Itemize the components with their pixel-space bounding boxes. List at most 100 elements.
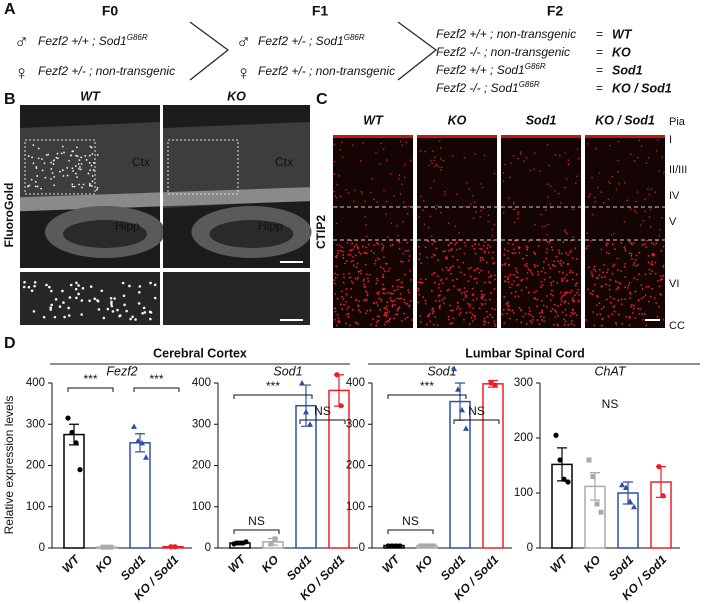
ctip2-cell xyxy=(463,156,466,159)
ctip2-cell xyxy=(382,273,384,276)
ctip2-cell xyxy=(371,177,374,180)
ctip2-cell xyxy=(609,278,612,281)
data-point xyxy=(231,541,237,547)
ctip2-cell xyxy=(341,246,344,249)
ctip2-cell xyxy=(608,288,611,291)
ctip2-cell xyxy=(425,323,428,326)
ctip2-cell xyxy=(600,284,603,287)
ctip2-cell xyxy=(660,278,663,280)
ctip2-cell xyxy=(339,195,342,198)
ctip2-cell xyxy=(334,282,336,285)
ctip2-cell xyxy=(385,213,387,216)
labeled-cell xyxy=(50,289,53,293)
data-point xyxy=(565,479,571,485)
ctip2-cell xyxy=(349,253,352,256)
ctip2-cell xyxy=(493,278,496,281)
ctip2-cell xyxy=(333,318,336,321)
labeled-cell xyxy=(116,308,119,312)
ctip2-cell xyxy=(635,254,638,257)
ctip2-cell xyxy=(533,297,536,300)
ctip2-cell xyxy=(539,315,542,318)
ctip2-cell xyxy=(510,162,512,164)
ctip2-cell xyxy=(634,258,637,261)
ctip2-cell xyxy=(552,280,555,283)
ctip2-cell xyxy=(434,165,436,168)
ctip2-cell xyxy=(585,319,588,321)
ctip2-cell xyxy=(383,323,386,326)
ctip2-cell xyxy=(423,200,425,202)
ctip2-cell xyxy=(563,323,566,326)
ctip2-cell xyxy=(396,288,399,291)
ctip2-cell xyxy=(630,242,633,244)
data-point xyxy=(143,454,149,460)
ctip2-cell xyxy=(480,296,483,299)
ctip2-cell xyxy=(578,293,580,296)
ctip2-cell xyxy=(546,233,548,236)
ctip2-cell xyxy=(357,247,359,250)
ctip2-cell xyxy=(644,210,647,213)
ctip2-cell xyxy=(449,309,452,312)
generation-label: F1 xyxy=(312,3,329,19)
ctip2-cell xyxy=(470,203,472,205)
ctip2-cell xyxy=(502,212,505,214)
ctip2-cell xyxy=(602,201,605,204)
ctip2-cell xyxy=(492,235,494,237)
labeled-cell xyxy=(66,174,69,177)
ctip2-cell xyxy=(489,246,492,248)
labeled-cell xyxy=(31,156,34,159)
ctip2-cell xyxy=(517,295,520,298)
ctip2-cell xyxy=(637,156,639,159)
layer-label: VI xyxy=(669,278,679,290)
ctip2-cell xyxy=(636,263,639,266)
ctip2-cell xyxy=(534,223,536,226)
ctip2-cell xyxy=(398,177,400,180)
ctip2-cell xyxy=(564,300,567,303)
equals: = xyxy=(596,63,603,77)
ctip2-cell xyxy=(563,291,566,294)
ctip2-cell xyxy=(334,276,337,279)
column-label: WT xyxy=(80,89,101,103)
ctip2-cell xyxy=(563,301,566,304)
ctip2-cell xyxy=(600,248,603,251)
ctip2-cell xyxy=(407,249,409,252)
ctip2-cell xyxy=(617,281,620,284)
data-point xyxy=(590,474,596,479)
ctip2-cell xyxy=(655,302,658,304)
ctip2-cell xyxy=(487,214,490,217)
error-bar xyxy=(623,481,633,505)
ctip2-cell xyxy=(561,295,564,298)
ctip2-cell xyxy=(491,229,494,231)
ctip2-cell xyxy=(376,304,379,307)
data-point xyxy=(553,432,559,438)
ctip2-cell xyxy=(572,271,574,274)
ctip2-cell xyxy=(501,264,504,266)
ctip2-cell xyxy=(624,298,627,301)
ctip2-cell xyxy=(542,304,545,307)
ctip2-cell xyxy=(479,216,481,218)
ctip2-cell xyxy=(350,287,352,290)
ctip2-cell xyxy=(463,273,466,276)
ctip2-cell xyxy=(609,301,612,304)
ctip2-cell xyxy=(440,211,442,214)
ctip2-cell xyxy=(551,289,553,292)
ctip2-cell xyxy=(663,171,665,174)
ctip2-cell xyxy=(523,264,526,267)
ctip2-cell xyxy=(463,287,466,289)
ctip2-cell xyxy=(528,240,530,243)
panel-d: D Relative expression levels Cerebral Co… xyxy=(2,335,700,534)
ctip2-cell xyxy=(400,297,403,300)
ctip2-cell xyxy=(553,303,556,306)
ctip2-cell xyxy=(490,275,492,278)
ctip2-cell xyxy=(360,190,363,193)
ctip2-cell xyxy=(467,267,470,270)
labeled-cell xyxy=(71,183,74,186)
ctip2-cell xyxy=(633,261,636,264)
labeled-cell xyxy=(75,146,78,149)
ctip2-cell xyxy=(574,312,576,314)
ctip2-cell xyxy=(655,149,658,152)
ctip2-cell xyxy=(440,279,443,282)
ctip2-cell xyxy=(405,141,408,143)
ctip2-cell xyxy=(381,248,384,251)
ctip2-cell xyxy=(401,183,403,186)
ctip2-cell xyxy=(477,267,480,270)
